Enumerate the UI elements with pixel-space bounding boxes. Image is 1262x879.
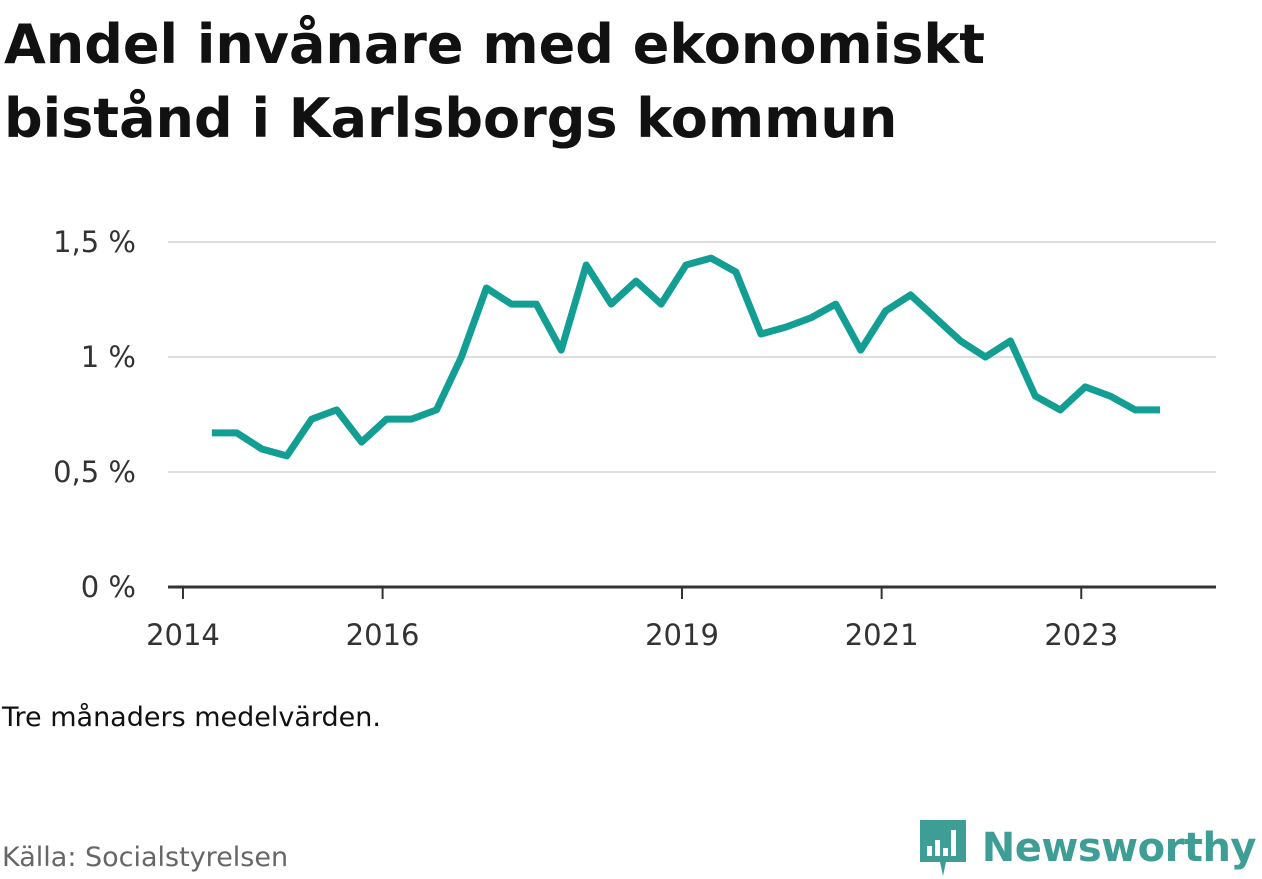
chart-note: Tre månaders medelvärden. bbox=[2, 702, 381, 733]
newsworthy-brand: Newsworthy bbox=[918, 818, 1257, 878]
brand-name: Newsworthy bbox=[981, 825, 1257, 871]
x-tick-label: 2014 bbox=[146, 618, 220, 652]
x-tick-label: 2021 bbox=[845, 618, 919, 652]
y-tick-label: 1,5 % bbox=[53, 225, 136, 259]
x-tick-label: 2019 bbox=[645, 618, 719, 652]
line-chart: 0 % 0,5 % 1 % 1,5 % 2014 2016 2019 2021 2023 bbox=[53, 225, 1216, 652]
x-tick-label: 2023 bbox=[1044, 618, 1118, 652]
y-tick-label: 1 % bbox=[81, 340, 136, 374]
chart-title-line-2: bistånd i Karlsborgs kommun bbox=[4, 87, 898, 150]
newsworthy-logo-icon bbox=[919, 820, 966, 876]
y-tick-label: 0 % bbox=[81, 570, 136, 604]
source-credit: Källa: Socialstyrelsen bbox=[2, 842, 289, 873]
x-tick-label: 2016 bbox=[346, 618, 420, 652]
chart-title-line-1: Andel invånare med ekonomiskt bbox=[4, 13, 986, 76]
y-tick-label: 0,5 % bbox=[53, 455, 136, 489]
chart-title: Andel invånare med ekonomiskt bistånd i … bbox=[4, 8, 1244, 156]
series-line bbox=[211, 254, 1161, 460]
